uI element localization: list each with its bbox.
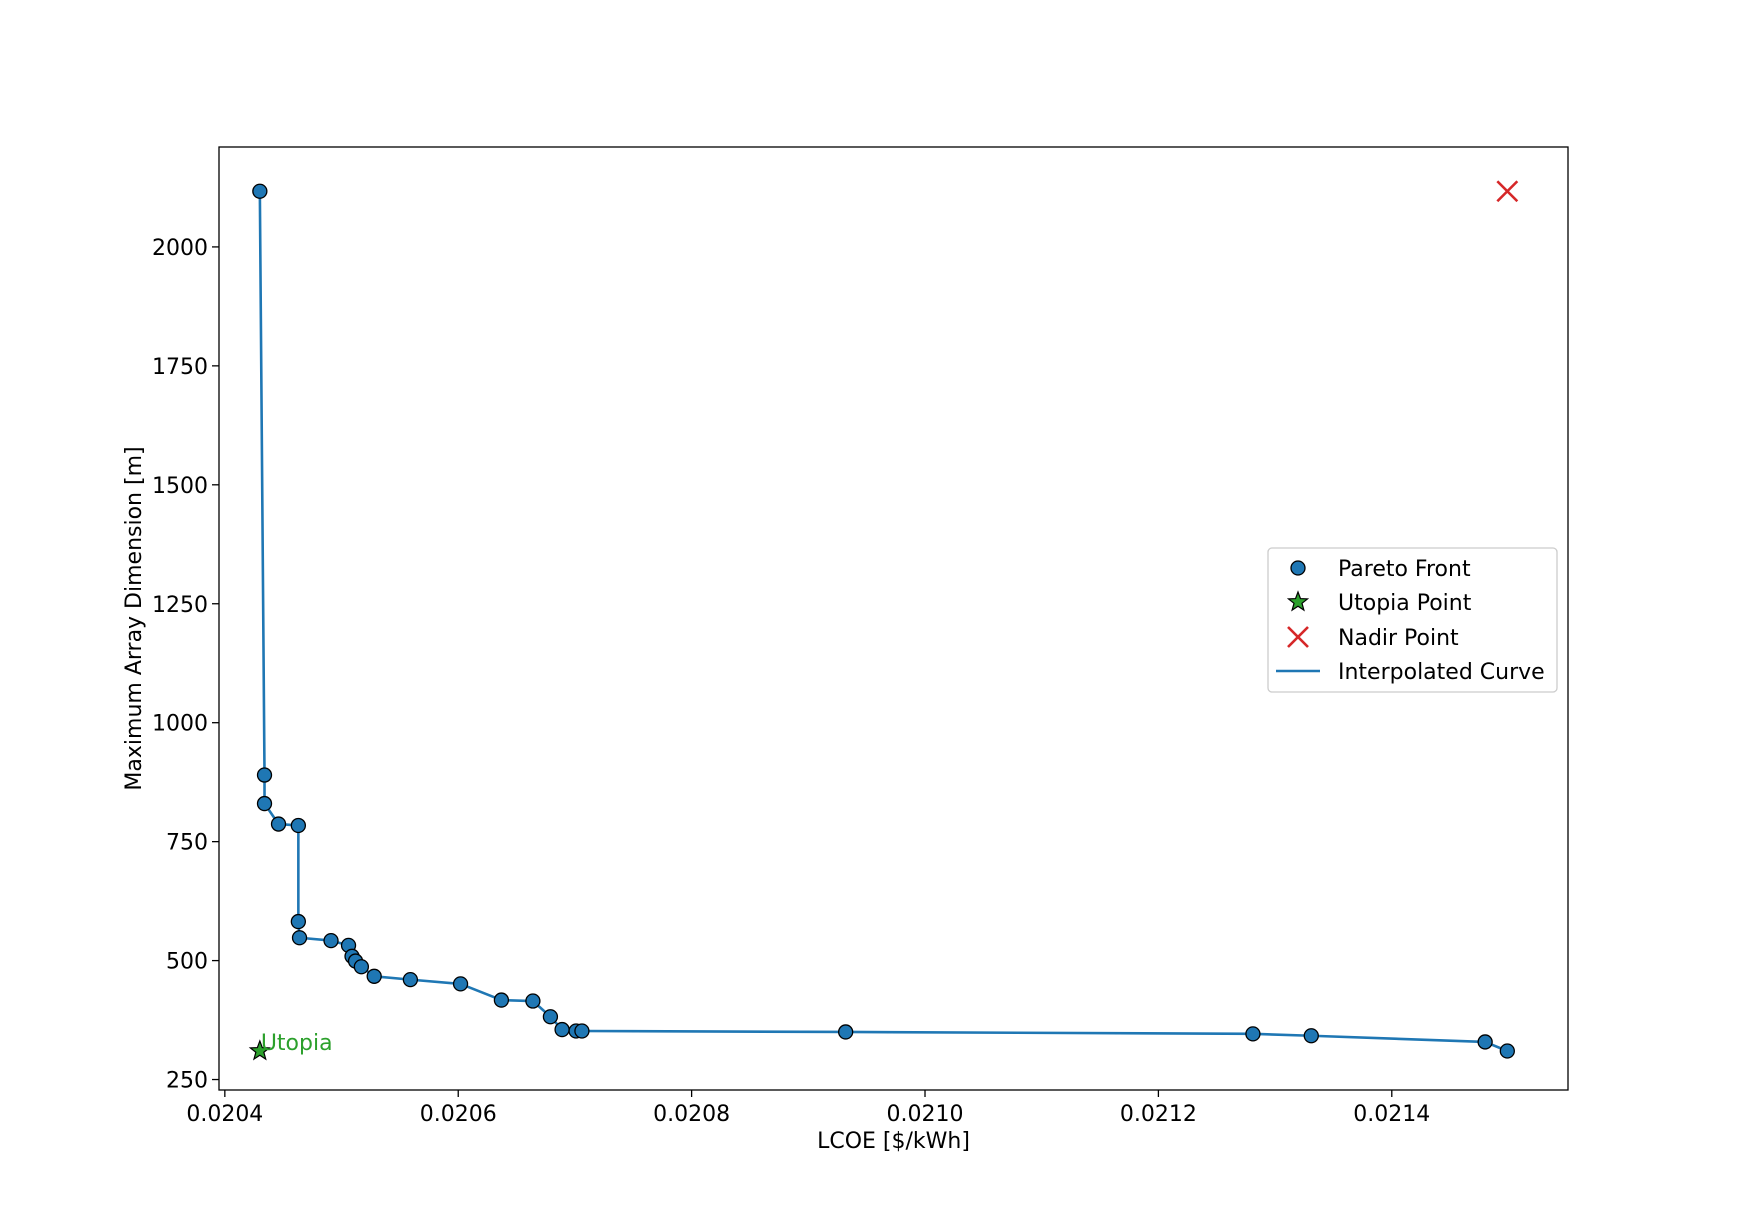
pareto-point (1499, 1043, 1515, 1059)
nadir-point-marker (1496, 180, 1519, 203)
pareto-point (542, 1009, 559, 1025)
x-tick-label: 0.0206 (420, 1102, 497, 1127)
pareto-point (256, 795, 273, 812)
x-tick-label: 0.0210 (887, 1102, 964, 1127)
pareto-point (525, 993, 541, 1009)
x-tick-label: 0.0214 (1353, 1102, 1430, 1127)
pareto-point (291, 930, 308, 946)
nadir-stroke (1496, 180, 1519, 203)
legend-label: Utopia Point (1338, 591, 1472, 616)
pareto-point (252, 183, 268, 199)
legend-label: Interpolated Curve (1338, 660, 1545, 685)
legend-entry: Utopia Point (1286, 590, 1472, 616)
pareto-point (366, 968, 382, 984)
pareto-point (554, 1021, 570, 1038)
pareto-point (1477, 1034, 1493, 1050)
pareto-point (323, 932, 339, 949)
y-tick-label: 1750 (152, 355, 208, 380)
x-tick-label: 0.0204 (186, 1102, 263, 1127)
pareto-point (353, 959, 370, 975)
pareto-point (574, 1023, 590, 1039)
x-tick-label: 0.0208 (653, 1102, 730, 1127)
legend-entry: Interpolated Curve (1276, 660, 1545, 685)
legend-marker-nadir (1287, 626, 1309, 648)
pareto-point (290, 817, 307, 834)
annotation-utopia-label: Utopia (261, 1031, 333, 1056)
plot-frame (218, 146, 1569, 1091)
y-tick-label: 250 (166, 1069, 208, 1094)
pareto-point (838, 1024, 854, 1040)
pareto-point (493, 992, 510, 1008)
x-axis-title: LCOE [$/kWh] (817, 1129, 970, 1154)
y-tick-label: 500 (166, 950, 208, 975)
pareto-point (1245, 1026, 1261, 1042)
legend-entry: Nadir Point (1287, 626, 1459, 651)
legend-entry: Pareto Front (1290, 557, 1471, 582)
y-tick-label: 1250 (152, 593, 208, 618)
y-tick-label: 750 (166, 831, 208, 856)
y-tick-label: 1000 (152, 712, 208, 737)
legend-label: Pareto Front (1338, 557, 1471, 582)
utopia-point-marker (248, 1039, 271, 1061)
pareto-point (290, 913, 307, 930)
pareto-point (1303, 1028, 1319, 1044)
y-axis-title: Maximum Array Dimension [m] (122, 446, 147, 790)
y-tick-label: 1500 (152, 474, 208, 499)
legend-marker-utopia (1286, 590, 1310, 612)
pareto-point (402, 971, 419, 988)
legend: Pareto Front Utopia Point Nadir Point Inter… (1267, 547, 1558, 693)
pareto-point (256, 767, 273, 783)
pareto-point (270, 816, 287, 832)
plot-area: Utopia (248, 180, 1519, 1061)
y-tick-label: 2000 (152, 236, 208, 261)
legend-label: Nadir Point (1338, 626, 1459, 651)
legend-marker-pareto (1290, 560, 1306, 576)
axes: 0.0204 0.0206 0.0208 0.0210 0.0212 0.0214 250 5… (122, 146, 1569, 1154)
pareto-point (452, 976, 469, 992)
x-tick-label: 0.0212 (1120, 1102, 1197, 1127)
series-interpolated-curve (258, 191, 1508, 1053)
legend-box (1267, 547, 1558, 693)
